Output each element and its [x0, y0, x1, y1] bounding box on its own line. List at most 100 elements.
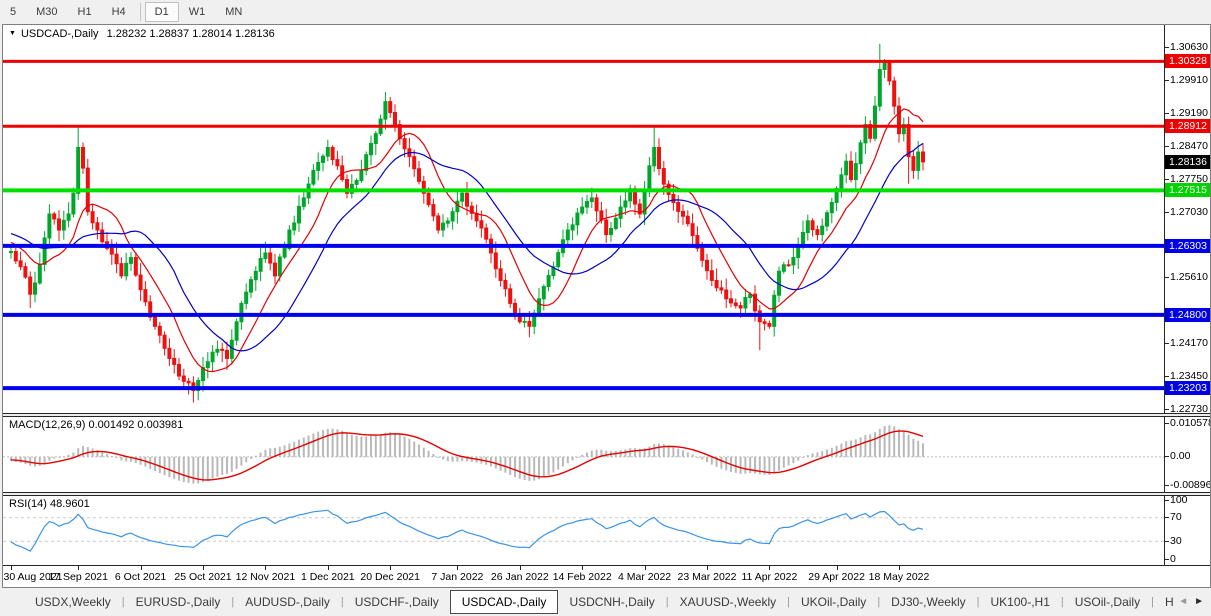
date-axis[interactable]: 30 Aug 2021 17 Sep 2021 6 Oct 2021 25 Oct 2…	[3, 566, 1210, 587]
chart-symbol-label: USDCAD-,Daily	[20, 28, 99, 40]
price-tag-support: 1.24800	[1165, 307, 1210, 322]
price-tag-support: 1.26303	[1165, 238, 1210, 253]
rsi-line	[10, 509, 924, 552]
date-axis-tick	[327, 566, 329, 570]
tab-scroll-left-icon[interactable]: ◄	[1178, 596, 1189, 607]
date-axis-tick	[390, 566, 392, 570]
price-axis-label: 1.25610	[1170, 271, 1208, 284]
price-axis-label: 1.27750	[1170, 173, 1208, 186]
macd-plot[interactable]: MACD(12,26,9) 0.001492 0.003981	[3, 417, 1164, 492]
timeframe-button-5[interactable]: 5	[10, 6, 17, 18]
date-axis-label: 1 Dec 2021	[300, 571, 355, 583]
date-axis-label: 23 Mar 2022	[677, 571, 737, 583]
price-axis-tick	[1165, 409, 1169, 411]
price-axis-tick	[1165, 79, 1169, 81]
macd-axis-label: 0.010578	[1170, 417, 1210, 429]
tab-usdchf-daily[interactable]: USDCHF-,Daily	[354, 595, 439, 609]
tab-separator: |	[976, 596, 980, 608]
tab-separator: |	[340, 596, 344, 608]
price-axis-tick	[1165, 146, 1169, 148]
chart-window: ▼ USDCAD-,Daily 1.28232 1.28837 1.28014 1.…	[2, 24, 1211, 588]
timeframe-button-h4[interactable]: H4	[111, 6, 126, 18]
tab-scroll-right-icon[interactable]: ►	[1194, 596, 1204, 607]
macd-axis[interactable]: 0.010578 0.00 -0.00896	[1164, 417, 1210, 492]
price-axis-tick	[1165, 113, 1169, 114]
rsi-axis[interactable]: 100 70 30 0	[1164, 496, 1210, 565]
date-axis-tick	[836, 566, 838, 570]
tab-separator: |	[231, 596, 235, 608]
tab-usdx-weekly[interactable]: USDX,Weekly	[35, 595, 111, 609]
ma-fast-line	[10, 108, 924, 373]
tab-scroll: ◄ ►	[1174, 588, 1208, 616]
tab-uk100-h1[interactable]: UK100-,H1	[990, 595, 1050, 609]
candles-layer	[9, 43, 925, 403]
price-axis-tick	[1165, 46, 1169, 48]
price-axis-label: 1.23450	[1170, 370, 1208, 383]
date-axis-tick	[203, 566, 204, 570]
timeframe-button-mn[interactable]: MN	[225, 6, 243, 18]
price-axis[interactable]: 1.30630 1.29910 1.29190 1.28470 1.27750 1.270…	[1164, 25, 1210, 413]
date-axis-label: 12 Nov 2021	[235, 571, 296, 583]
macd-axis-tick	[1165, 422, 1169, 424]
price-axis-tick	[1165, 277, 1169, 279]
panel-splitter[interactable]	[3, 414, 1210, 416]
tab-dj30-weekly[interactable]: DJ30-,Weekly	[891, 595, 966, 609]
macd-panel: MACD(12,26,9) 0.001492 0.003981 0.010578…	[3, 416, 1210, 493]
tab-separator: |	[665, 596, 669, 608]
date-axis-label: 29 Apr 2022	[808, 571, 865, 583]
tabbar-tabs: USDX,Weekly | EURUSD-,Daily | AUDUSD-,Daily |…	[24, 590, 1199, 614]
symbol-dropdown-icon[interactable]: ▼	[9, 30, 16, 37]
date-axis-tick	[899, 566, 900, 570]
macd-label: MACD(12,26,9) 0.001492 0.003981	[9, 419, 184, 431]
timeframe-button-h1[interactable]: H1	[77, 6, 92, 18]
price-axis-tick	[1165, 212, 1169, 214]
price-axis-label: 1.30630	[1170, 40, 1208, 53]
macd-axis-label: 0.00	[1170, 450, 1191, 463]
tab-ukoil-daily[interactable]: UKOil-,Daily	[800, 595, 867, 609]
panel-splitter[interactable]	[3, 493, 1210, 495]
macd-signal-line	[10, 430, 924, 481]
rsi-axis-label: 70	[1170, 511, 1182, 524]
macd-axis-tick	[1165, 484, 1169, 486]
rsi-axis-tick	[1165, 540, 1169, 542]
rsi-axis-label: 30	[1170, 534, 1182, 547]
price-tag-current-price: 1.28136	[1165, 154, 1210, 169]
price-axis-label: 1.29910	[1170, 73, 1208, 86]
date-axis-label: 14 Feb 2022	[552, 571, 612, 583]
date-axis-label: 4 Mar 2022	[618, 571, 672, 583]
main-plot[interactable]: ▼ USDCAD-,Daily 1.28232 1.28837 1.28014 1.…	[3, 25, 1164, 413]
ma-slow-line	[10, 142, 924, 352]
date-axis-label: 11 Apr 2022	[741, 571, 798, 583]
price-axis-label: 1.29190	[1170, 107, 1208, 119]
tab-audusd-daily[interactable]: AUDUSD-,Daily	[245, 595, 330, 609]
price-axis-label: 1.22730	[1170, 403, 1208, 413]
timeframe-button-d1[interactable]: D1	[144, 2, 179, 22]
ohlc-readout: 1.28232 1.28837 1.28014 1.28136	[106, 28, 275, 40]
date-axis-label: 17 Sep 2021	[48, 571, 108, 583]
tab-usoil-daily[interactable]: USOil-,Daily	[1074, 595, 1141, 609]
tab-separator: |	[787, 596, 790, 608]
date-axis-label: 25 Oct 2021	[174, 571, 232, 583]
timeframe-button-m30[interactable]: M30	[36, 6, 58, 18]
date-axis-label: 18 May 2022	[868, 571, 930, 583]
tab-usdcnh-daily[interactable]: USDCNH-,Daily	[569, 595, 655, 609]
tab-usdcad-daily[interactable]: USDCAD-,Daily	[449, 590, 559, 614]
date-axis-tick	[265, 566, 267, 570]
rsi-label: RSI(14) 48.9601	[9, 498, 90, 510]
price-axis-tick	[1165, 179, 1169, 181]
date-axis-tick	[78, 566, 80, 570]
date-axis-corner	[1164, 566, 1210, 587]
tab-eurusd-daily[interactable]: EURUSD-,Daily	[135, 595, 221, 609]
timeframe-button-w1[interactable]: W1	[188, 6, 206, 18]
date-axis-tick	[769, 566, 771, 570]
rsi-axis-tick	[1165, 499, 1169, 501]
date-axis-label: 6 Oct 2021	[114, 571, 167, 583]
macd-axis-tick	[1165, 456, 1169, 458]
date-axis-labels: 30 Aug 2021 17 Sep 2021 6 Oct 2021 25 Oct 2…	[3, 566, 1164, 587]
tabbar: USDX,Weekly | EURUSD-,Daily | AUDUSD-,Daily |…	[0, 588, 1211, 616]
price-tag-resistance: 1.28912	[1165, 119, 1210, 134]
tab-xauusd-weekly[interactable]: XAUUSD-,Weekly	[679, 595, 777, 609]
rsi-plot[interactable]: RSI(14) 48.9601	[3, 496, 1164, 565]
price-tag-support: 1.23203	[1165, 381, 1210, 396]
rsi-axis-label: 0	[1170, 552, 1176, 565]
